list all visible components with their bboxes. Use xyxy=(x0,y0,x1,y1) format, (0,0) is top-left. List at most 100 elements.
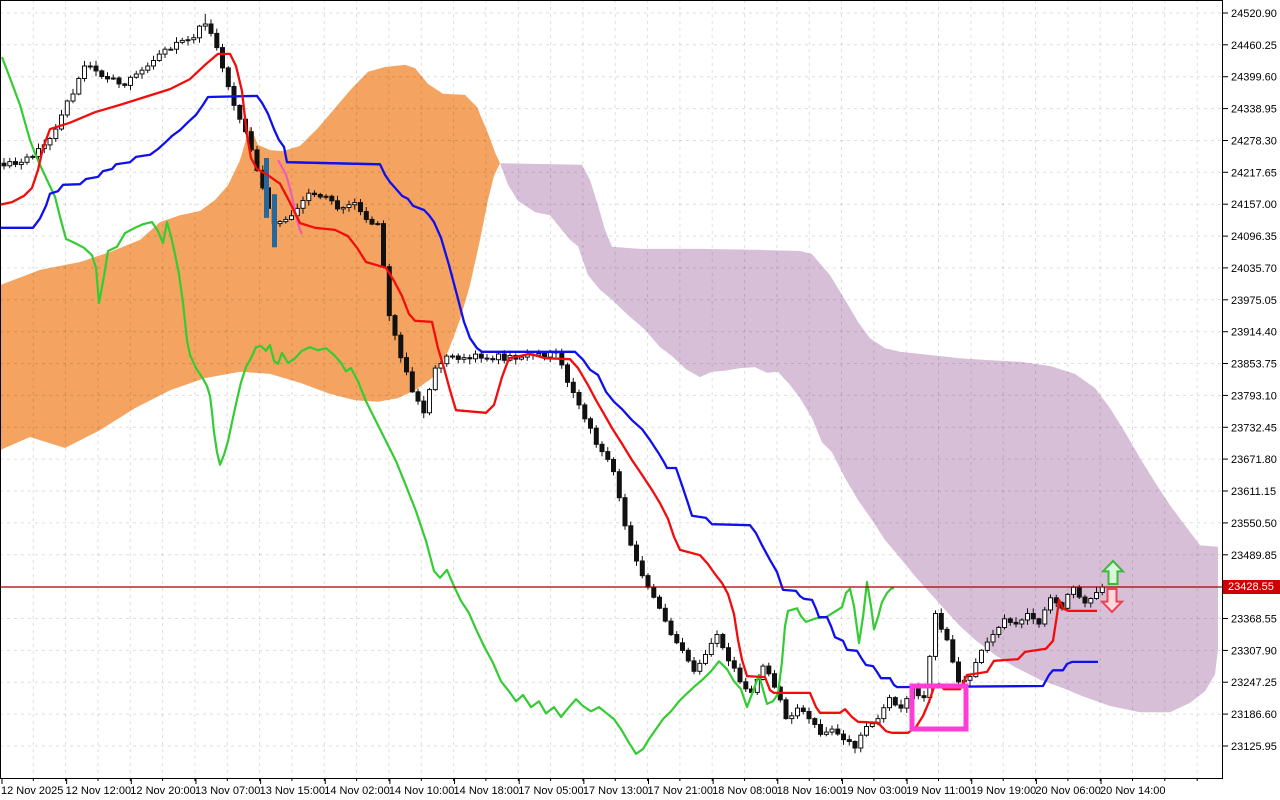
candle-body xyxy=(898,704,904,709)
candle-body xyxy=(306,192,312,202)
candle-body xyxy=(248,131,254,151)
candle-body xyxy=(823,731,829,735)
candle-body xyxy=(818,724,823,735)
candle-body xyxy=(841,733,846,741)
candle-body xyxy=(565,364,570,383)
candle-body xyxy=(616,471,622,499)
highlight-rectangle[interactable] xyxy=(909,683,969,732)
x-axis-label: 17 Nov 21:00 xyxy=(648,785,713,797)
y-axis-label: 24338.95 xyxy=(1231,104,1277,116)
candle-body xyxy=(588,418,593,429)
candle-body xyxy=(783,699,789,720)
candle-body xyxy=(737,667,743,683)
candle-body xyxy=(904,698,910,709)
candle-body xyxy=(13,161,18,165)
candle-body xyxy=(1071,586,1076,595)
candle-body xyxy=(450,355,455,358)
candle-body xyxy=(1,162,7,167)
time-axis[interactable]: 12 Nov 2025 12 Nov 12:00 12 Nov 20:00 13 No… xyxy=(1,778,1198,797)
ichimoku-clouds-layer xyxy=(0,64,1218,713)
y-axis-label: 24217.65 xyxy=(1231,167,1277,179)
candle-body xyxy=(973,662,979,678)
candle-body xyxy=(254,149,260,171)
candle-body xyxy=(714,634,720,644)
y-axis-label: 23368.55 xyxy=(1231,614,1277,626)
candle-body xyxy=(490,358,496,361)
candle-body xyxy=(409,371,415,393)
y-axis-label: 24520.90 xyxy=(1231,8,1277,20)
candle-body xyxy=(691,660,697,672)
candle-body xyxy=(381,223,386,268)
candle-body xyxy=(881,707,887,720)
y-axis-label: 24278.30 xyxy=(1231,136,1277,148)
candle-body xyxy=(174,41,179,50)
candle-body xyxy=(772,673,777,688)
y-axis-label: 24460.25 xyxy=(1231,40,1277,52)
candle-body xyxy=(1036,618,1042,625)
candle-body xyxy=(938,613,944,630)
candle-body xyxy=(70,93,76,102)
candle-body xyxy=(139,69,145,75)
highlighted-candle xyxy=(272,194,277,248)
candle-body xyxy=(829,728,835,733)
candle-body xyxy=(697,662,703,672)
candle-body xyxy=(105,76,110,80)
candle-body xyxy=(151,60,156,67)
candle-body xyxy=(674,634,680,644)
price-axis[interactable]: 24520.90 24460.25 24399.60 24338.95 24278.30… xyxy=(1222,8,1277,753)
y-axis-label: 23186.60 xyxy=(1231,709,1277,721)
candle-body xyxy=(1076,586,1082,598)
candle-body xyxy=(1025,613,1030,621)
candle-body xyxy=(979,649,984,663)
candle-body xyxy=(1019,619,1025,625)
candle-body xyxy=(312,192,317,196)
candle-body xyxy=(582,404,588,420)
down-arrow-icon[interactable] xyxy=(1099,588,1125,614)
up-arrow-icon[interactable] xyxy=(1100,559,1126,585)
candle-body xyxy=(835,728,841,735)
candle-body xyxy=(1030,613,1036,620)
x-axis-label: 14 Nov 10:00 xyxy=(389,785,454,797)
y-axis-label: 23975.05 xyxy=(1231,295,1277,307)
candle-body xyxy=(179,39,185,43)
candle-body xyxy=(225,67,231,88)
candle-body xyxy=(576,392,582,406)
kijun-sen-line xyxy=(0,94,1098,689)
candle-body xyxy=(36,148,41,157)
candle-body xyxy=(921,695,927,699)
candle-body xyxy=(87,65,93,68)
candle-body xyxy=(927,655,933,699)
x-axis-label: 20 Nov 06:00 xyxy=(1035,785,1100,797)
candle-body xyxy=(220,47,225,69)
candle-body xyxy=(944,628,950,641)
candle-body xyxy=(415,391,421,402)
candle-body xyxy=(984,641,990,651)
candle-body xyxy=(892,697,898,706)
candle-body xyxy=(93,65,99,72)
candle-body xyxy=(639,560,645,577)
candle-body xyxy=(214,32,220,49)
tenkan-sen-line xyxy=(0,52,1097,734)
candles-layer xyxy=(1,14,1105,754)
x-axis-label: 18 Nov 16:00 xyxy=(777,785,842,797)
candle-body xyxy=(53,128,59,140)
candle-body xyxy=(162,48,168,55)
cloud-bullish xyxy=(0,64,500,451)
y-axis-label: 23550.50 xyxy=(1231,518,1277,530)
candle-body xyxy=(317,194,323,198)
candle-body xyxy=(605,451,611,460)
x-axis-label: 19 Nov 11:00 xyxy=(906,785,971,797)
x-axis-label: 19 Nov 03:00 xyxy=(841,785,906,797)
candle-body xyxy=(289,215,294,220)
candle-body xyxy=(651,586,657,598)
candle-body xyxy=(191,37,197,41)
y-axis-label: 23914.40 xyxy=(1231,327,1277,339)
y-axis-label: 23125.95 xyxy=(1231,741,1277,753)
highlighted-candle xyxy=(264,158,269,218)
candle-body xyxy=(156,53,162,61)
candle-body xyxy=(386,266,392,317)
candle-body xyxy=(340,207,346,210)
x-axis-label: 14 Nov 18:00 xyxy=(454,785,519,797)
